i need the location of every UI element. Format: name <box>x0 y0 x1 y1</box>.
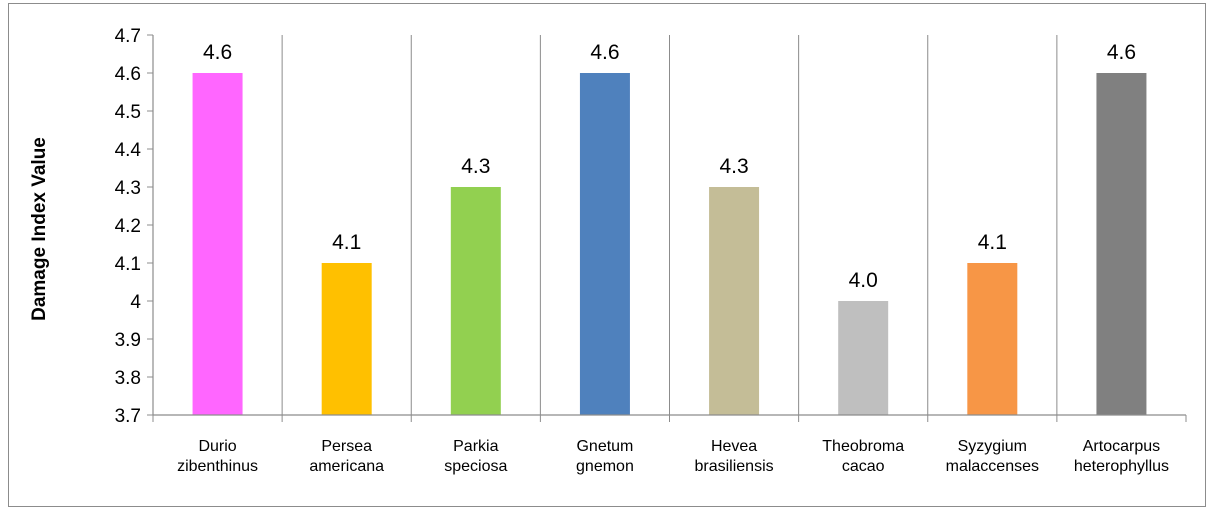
y-tick-label: 3.7 <box>115 406 141 427</box>
category-label: Parkia <box>453 438 498 455</box>
y-tick-labels: 3.7 3.8 3.9 4 4.1 4.2 4.3 4.4 4.5 4.6 4.7 <box>115 26 142 427</box>
category-label: zibenthinus <box>177 458 258 475</box>
data-label: 4.6 <box>590 41 619 64</box>
category-label: Gnetum <box>576 438 633 455</box>
category-label: speciosa <box>444 458 507 475</box>
category-label: Theobroma <box>822 438 904 455</box>
x-tick-labels: Durio zibenthinus Persea americana Parkia spe… <box>177 438 1169 475</box>
category-label: malaccenses <box>946 458 1039 475</box>
y-tick-label: 4.5 <box>115 102 141 123</box>
y-tick-label: 4.7 <box>115 26 141 47</box>
data-label: 4.6 <box>203 41 232 64</box>
category-label: cacao <box>842 458 885 475</box>
y-tick-label: 4.4 <box>115 140 142 161</box>
y-tick-label: 4.6 <box>115 64 141 85</box>
y-tick-label: 3.9 <box>115 330 141 351</box>
bar <box>1096 73 1147 415</box>
category-label: americana <box>309 458 384 475</box>
axes <box>147 34 1187 422</box>
category-label: brasiliensis <box>694 458 773 475</box>
data-label: 4.1 <box>978 231 1007 254</box>
category-label: Artocarpus <box>1083 438 1160 455</box>
data-label: 4.0 <box>849 269 878 292</box>
bar <box>321 263 372 415</box>
data-label: 4.6 <box>1107 41 1136 64</box>
data-label: 4.3 <box>719 155 748 178</box>
bar <box>967 263 1018 415</box>
data-labels: 4.6 4.1 4.3 4.6 4.3 4.0 4.1 4.6 <box>203 41 1136 292</box>
bar <box>709 187 760 415</box>
category-label: Syzygium <box>958 438 1027 455</box>
bar <box>450 187 501 415</box>
y-tick-label: 4.1 <box>115 254 141 275</box>
bars <box>192 73 1147 415</box>
category-label: Hevea <box>711 438 757 455</box>
data-label: 4.3 <box>461 155 490 178</box>
y-tick-label: 4 <box>130 292 141 313</box>
data-label: 4.1 <box>332 231 361 254</box>
category-label: heterophyllus <box>1074 458 1169 475</box>
y-axis-title: Damage Index Value <box>29 137 50 321</box>
bar <box>838 301 889 415</box>
category-label: gnemon <box>576 458 634 475</box>
y-tick-label: 4.2 <box>115 216 141 237</box>
bar <box>192 73 243 415</box>
bar <box>579 73 630 415</box>
grid-lines <box>281 35 1058 415</box>
category-label: Persea <box>321 438 372 455</box>
category-label: Durio <box>198 438 236 455</box>
y-tick-label: 3.8 <box>115 368 141 389</box>
y-tick-label: 4.3 <box>115 178 141 199</box>
